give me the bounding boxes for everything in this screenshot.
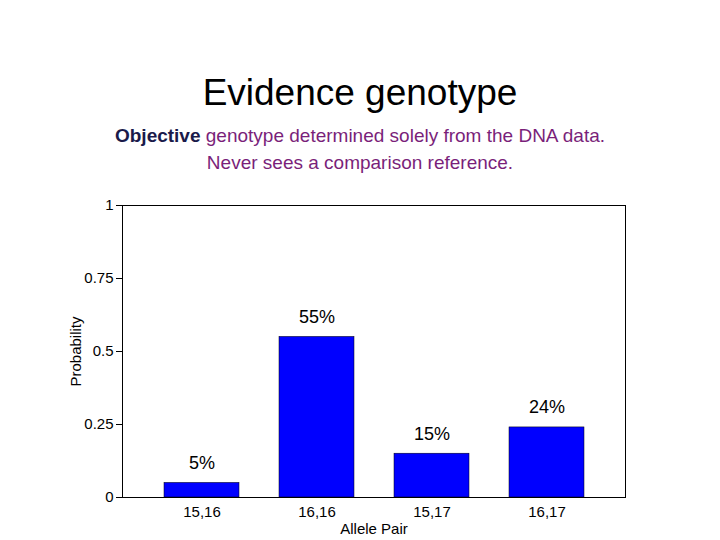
html-text:Objective genotype determined: Objective genotype determined solely fro… [115, 125, 605, 146]
svg-text:15%: 15% [414, 424, 450, 444]
svg-text:0.75: 0.75 [84, 269, 113, 286]
svg-text:Probability: Probability [67, 316, 84, 387]
svg-text:15,17: 15,17 [413, 503, 451, 520]
svg-text:24%: 24% [529, 397, 565, 417]
svg-text:0.25: 0.25 [84, 415, 113, 432]
svg-text:55%: 55% [299, 307, 335, 327]
svg-text:0: 0 [105, 488, 113, 505]
svg-text:16,17: 16,17 [528, 503, 566, 520]
svg-text:1: 1 [105, 200, 113, 213]
svg-text:16,16: 16,16 [298, 503, 336, 520]
svg-text:5%: 5% [189, 453, 215, 473]
html-text:Never sees a comparison refere: Never sees a comparison reference. [206, 152, 514, 173]
svg-text:15,16: 15,16 [183, 503, 221, 520]
svg-text:Allele Pair: Allele Pair [340, 520, 408, 537]
html-text:Evidence genotype: Evidence genotype [202, 72, 518, 113]
svg-text:0.5: 0.5 [93, 342, 114, 359]
